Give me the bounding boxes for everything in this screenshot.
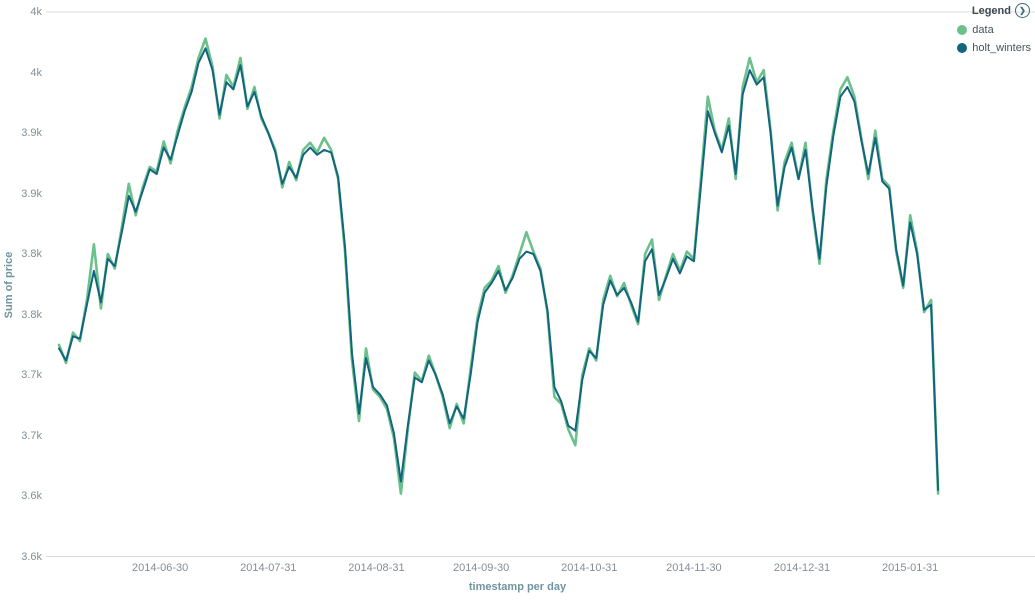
legend: Legend ❯ data holt_winters xyxy=(956,2,1032,57)
x-axis-title: timestamp per day xyxy=(468,581,567,593)
legend-item-list: data holt_winters xyxy=(956,21,1032,57)
x-tick-label: 2014-07-31 xyxy=(240,562,297,574)
y-tick-label: 3.6k xyxy=(21,490,42,502)
y-tick-label: 3.7k xyxy=(21,369,42,381)
legend-item-label: holt_winters xyxy=(972,42,1031,54)
legend-header: Legend ❯ xyxy=(972,2,1032,21)
x-axis-tick-labels: 2014-06-30 2014-07-31 2014-08-31 2014-09-30… xyxy=(0,562,1035,576)
y-tick-label: 3.8k xyxy=(21,308,42,321)
legend-item-label: data xyxy=(972,24,994,36)
x-tick-label: 2014-06-30 xyxy=(132,562,189,574)
y-tick-label: 3.6k xyxy=(21,550,42,563)
y-tick-label: 3.9k xyxy=(21,127,42,139)
legend-item-holt_winters[interactable]: holt_winters xyxy=(956,39,1032,57)
x-tick-label: 2014-08-31 xyxy=(348,562,405,574)
series-line-data xyxy=(57,37,940,495)
y-tick-label: 4k xyxy=(30,66,42,79)
y-tick-label: 4k xyxy=(30,6,42,18)
series-line-holt_winters xyxy=(58,47,940,491)
x-tick-label: 2014-12-31 xyxy=(773,562,831,574)
legend-color-dot xyxy=(957,25,968,35)
y-tick-label: 3.7k xyxy=(21,429,42,442)
x-tick-label: 2014-11-30 xyxy=(666,562,722,574)
x-tick-label: 2014-10-31 xyxy=(561,562,618,574)
x-tick-label: 2015-01-31 xyxy=(882,562,939,574)
legend-color-dot xyxy=(957,43,968,53)
legend-toggle-icon[interactable]: ❯ xyxy=(1015,3,1030,18)
legend-item-data[interactable]: data xyxy=(956,21,1032,39)
y-tick-label: 3.9k xyxy=(21,187,42,200)
legend-title: Legend xyxy=(971,4,1011,17)
y-axis-tick-labels: 4k 4k 3.9k 3.9k 3.8k 3.8k 3.7k 3.7k 3.6k 3.6k xyxy=(0,0,42,607)
x-tick-label: 2014-09-30 xyxy=(452,562,510,574)
y-tick-label: 3.8k xyxy=(21,248,42,260)
